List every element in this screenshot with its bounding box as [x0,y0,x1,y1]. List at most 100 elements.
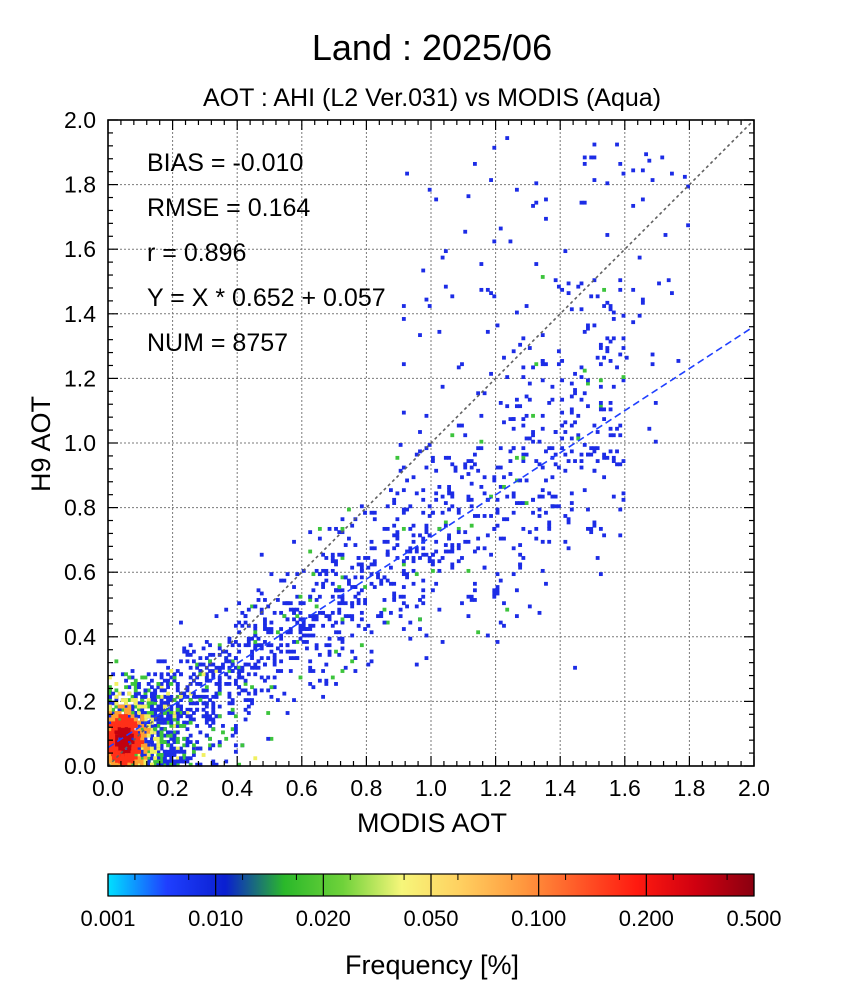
density-cell [514,614,519,619]
density-cell [514,404,519,409]
density-cell [560,378,565,383]
density-cell [524,304,529,308]
density-cell [159,756,164,761]
density-cell [398,443,403,447]
density-cell [582,161,587,166]
density-cell [579,452,584,457]
density-cell [179,620,183,625]
density-cell [114,740,119,744]
density-cell [295,640,300,644]
density-cell [246,643,251,648]
density-cell [159,746,164,751]
density-cell [540,488,545,493]
density-cell [450,543,455,547]
density-cell [392,594,397,599]
density-cell [149,746,154,751]
density-cell [166,720,170,725]
density-cell [308,594,313,599]
density-cell [653,439,658,444]
density-cell [114,659,119,664]
density-cell [589,446,594,451]
regression-line [107,325,755,749]
density-cell [133,688,138,693]
density-cell [140,701,145,706]
density-cell [569,394,574,399]
density-cell [324,682,329,686]
density-cell [250,649,254,654]
density-cell [172,698,177,702]
density-cell [598,342,603,347]
density-cell [133,678,138,683]
density-cell [146,756,151,761]
density-cell [127,736,132,741]
density-cell [366,565,371,570]
density-cell [269,627,274,631]
density-cell [159,682,164,686]
density-cell [434,497,439,502]
density-cell [408,549,413,554]
density-cell [573,388,577,392]
density-cell [495,640,500,644]
density-cell [353,543,358,547]
density-cell [670,291,674,296]
density-cell [237,649,242,654]
density-cell [224,607,229,612]
density-cell [166,682,170,686]
density-cell [230,727,235,732]
density-cell [130,740,135,744]
density-cell [204,733,209,738]
density-cell [498,578,503,583]
density-cell [586,452,590,457]
density-cell [117,762,122,767]
density-cell [114,736,119,741]
density-cell [311,572,316,577]
density-cell [111,707,116,712]
density-cell [124,743,128,748]
density-cell [114,682,119,686]
density-cell [188,740,193,744]
density-cell [240,743,245,748]
density-cell [166,740,170,744]
density-cell [146,733,151,738]
density-cell [392,591,397,596]
density-cell [191,649,196,654]
density-cell [117,759,122,764]
density-cell [311,614,316,619]
density-cell [246,636,251,641]
density-cell [395,533,400,538]
density-cell [586,404,590,409]
density-cell [556,284,561,289]
density-cell [208,724,212,728]
density-cell [159,740,164,744]
density-cell [217,646,222,651]
density-cell [401,559,406,564]
density-cell [427,504,432,509]
density-cell [405,604,409,609]
colorbar-tick-labels: 0.001 0.010 0.020 0.050 0.100 0.200 0.500 [80,874,782,931]
density-cell [143,688,148,693]
density-cell [133,714,138,719]
density-cell [398,468,403,473]
density-cell [175,717,180,722]
stat-regression: Y = X * 0.652 + 0.057 [147,284,386,312]
density-cell [531,497,535,502]
density-cell [482,565,487,570]
density-cell [156,746,161,751]
density-cell [120,753,125,757]
density-cell [369,659,374,664]
density-cell [166,685,170,690]
density-cell [130,759,135,764]
density-cell [424,633,429,638]
density-cell [233,640,238,644]
density-cell [127,762,132,767]
density-cell [443,284,448,289]
density-cell [211,707,216,712]
density-cell [108,759,112,764]
density-cell [479,262,484,266]
density-cell [166,714,170,719]
density-cell [421,578,426,583]
stat-bias: BIAS = -0.010 [147,149,303,177]
density-cell [334,620,338,625]
density-cell [314,598,319,602]
